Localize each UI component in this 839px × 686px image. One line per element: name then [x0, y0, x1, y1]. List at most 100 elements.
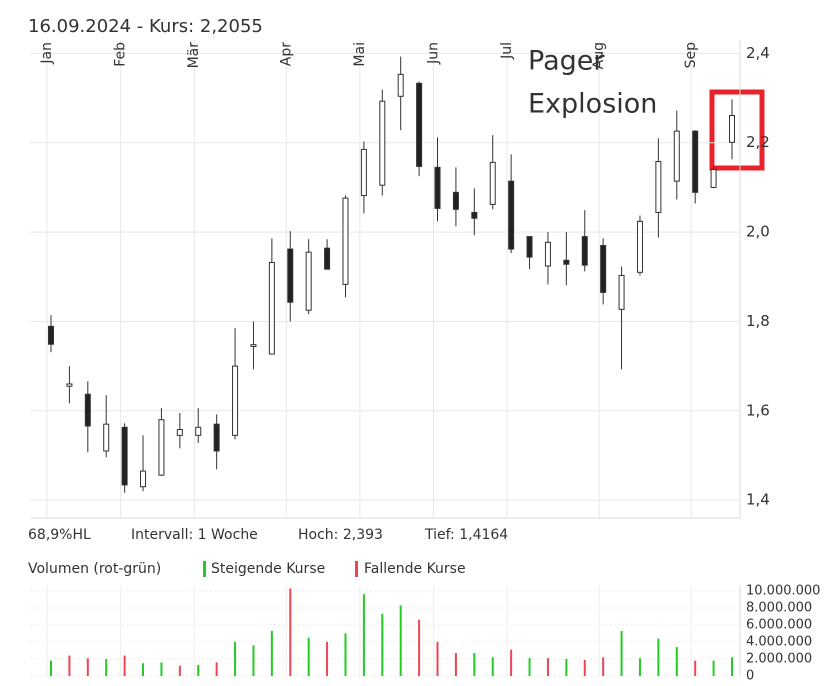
candle-body — [673, 130, 680, 182]
volume-bar — [638, 658, 641, 676]
candle-body — [158, 419, 165, 476]
candle-body — [544, 241, 551, 267]
x-tick-label: Feb — [113, 42, 129, 67]
volume-bar — [602, 657, 605, 676]
volume-bar — [583, 659, 586, 676]
highlight-box — [709, 89, 765, 171]
x-tick-label: Apr — [278, 42, 294, 66]
legend-label: Steigende Kurse — [211, 561, 325, 577]
legend-swatch — [355, 561, 358, 577]
volume-bar — [731, 657, 733, 676]
y-tick-label: 2,2 — [746, 133, 770, 151]
volume-bar — [160, 662, 163, 676]
candle-body — [360, 148, 367, 196]
candle-body — [268, 261, 275, 355]
candle-body — [692, 130, 699, 193]
x-tick-label: Mär — [186, 42, 202, 69]
stat-label: Tief: 1,4164 — [424, 527, 508, 543]
stat-label: Hoch: 2,393 — [298, 527, 383, 543]
candle-body — [176, 429, 183, 436]
volume-title: Volumen (rot-grün) — [28, 561, 161, 577]
volume-bar — [436, 641, 439, 676]
y-tick-label: 1,4 — [746, 491, 770, 509]
candle-body — [581, 236, 588, 266]
y-tick-label: 1,8 — [746, 312, 770, 330]
volume-bar — [418, 619, 421, 676]
volume-bar — [399, 605, 402, 676]
volume-bar — [491, 657, 494, 676]
y-tick-label: 8.000.000 — [746, 600, 812, 615]
legend-swatch — [203, 561, 206, 577]
candle-body — [103, 423, 110, 452]
y-tick-label: 6.000.000 — [746, 617, 812, 632]
candle-body — [195, 426, 202, 436]
candle-body — [140, 470, 147, 488]
legend-label: Fallende Kurse — [364, 561, 466, 577]
volume-bar — [620, 630, 623, 676]
volume-bar — [362, 594, 365, 676]
volume-bar — [142, 663, 145, 676]
candle-body — [84, 393, 91, 427]
volume-bar — [307, 637, 310, 676]
candle-body — [305, 251, 312, 311]
candle-body — [342, 197, 349, 285]
candle-body — [600, 244, 607, 293]
volume-bar — [326, 641, 329, 676]
volume-bar — [344, 633, 347, 676]
x-tick-label: Jun — [426, 42, 442, 65]
candle-body — [526, 236, 533, 258]
volume-bar — [381, 613, 384, 676]
volume-bar — [289, 588, 292, 676]
x-tick-label: Jan — [39, 42, 55, 65]
candle-body — [379, 100, 386, 186]
x-tick-label: Mai — [352, 42, 368, 67]
candle-body — [618, 274, 625, 310]
annotation: Pager — [528, 46, 605, 77]
annotation: Explosion — [528, 89, 657, 120]
stat-label: 68,9%HL — [28, 527, 91, 543]
volume-bar — [86, 658, 89, 676]
volume-bar — [657, 638, 660, 676]
candle-body — [416, 82, 423, 167]
y-tick-label: 10.000.000 — [746, 583, 820, 598]
candle-body — [324, 247, 331, 270]
volume-bar — [234, 641, 237, 676]
chart-title: 16.09.2024 - Kurs: 2,2055 — [28, 16, 263, 37]
candle-body — [121, 426, 128, 486]
candle-body — [250, 344, 257, 347]
candle-body — [563, 259, 570, 265]
candle-body — [471, 211, 478, 219]
candle-body — [48, 325, 54, 345]
candle-body — [232, 365, 239, 436]
candle-body — [287, 248, 294, 303]
volume-bar — [510, 649, 513, 676]
volume-bar — [105, 658, 108, 676]
volume-bar — [694, 660, 697, 676]
y-tick-label: 2.000.000 — [746, 651, 812, 666]
candle-body — [397, 73, 404, 97]
volume-bar — [565, 658, 568, 676]
volume-bar — [68, 655, 71, 676]
stat-label: Intervall: 1 Woche — [131, 527, 258, 543]
volume-bar — [50, 660, 52, 676]
volume-bar — [675, 647, 678, 676]
volume-bar — [712, 660, 715, 676]
candle-body — [655, 161, 662, 213]
volume-bar — [528, 658, 531, 676]
x-tick-label: Aug — [591, 42, 607, 69]
candle-body — [710, 169, 717, 188]
candle-body — [729, 114, 735, 143]
volume-bar — [123, 655, 126, 676]
candle-body — [213, 423, 220, 452]
y-tick-label: 1,6 — [746, 401, 770, 419]
y-tick-label: 0 — [746, 669, 754, 684]
volume-bar — [270, 630, 273, 676]
x-tick-label: Jul — [499, 42, 515, 60]
volume-bar — [215, 662, 218, 676]
candle-body — [66, 383, 73, 387]
y-tick-label: 2,4 — [746, 44, 770, 62]
y-tick-label: 4.000.000 — [746, 634, 812, 649]
volume-bar — [252, 645, 255, 676]
candle-body — [489, 161, 496, 205]
